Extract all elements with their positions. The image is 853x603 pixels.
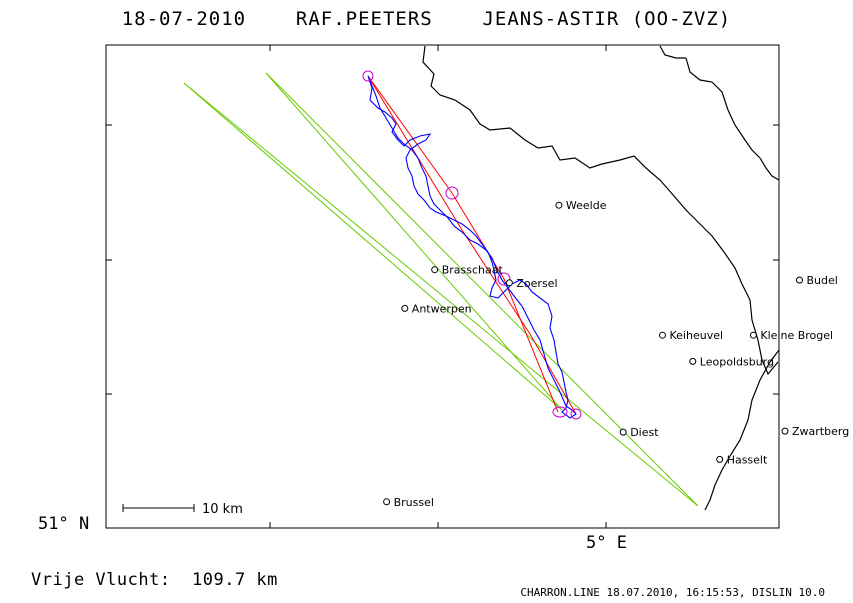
longitude-label: 5° E bbox=[586, 533, 627, 553]
flight-track bbox=[367, 75, 577, 419]
place-marker bbox=[505, 279, 513, 287]
place-marker bbox=[749, 331, 757, 339]
place-label: Antwerpen bbox=[412, 302, 472, 315]
place-label: Budel bbox=[807, 274, 838, 287]
scale-bar-label: 10 km bbox=[202, 502, 243, 517]
place-label: Weelde bbox=[566, 199, 607, 212]
place-marker bbox=[716, 455, 724, 463]
place-marker bbox=[689, 357, 697, 365]
software-footer: CHARRON.LINE 18.07.2010, 16:15:53, DISLI… bbox=[520, 586, 825, 599]
turnpoint-hasselt-ellipse bbox=[552, 406, 568, 418]
turnpoint-markers bbox=[362, 70, 582, 420]
place-label: Leopoldsburg bbox=[700, 355, 774, 368]
place-marker bbox=[383, 498, 391, 506]
place-markers: Weelde Brasschaat Zoersel Budel Antwerpen Kei… bbox=[383, 199, 849, 509]
place-marker bbox=[431, 266, 439, 274]
place-label: Diest bbox=[630, 426, 659, 439]
country-borders bbox=[422, 45, 780, 511]
place-label: Kleine Brogel bbox=[760, 329, 833, 342]
scale-bar bbox=[122, 504, 195, 512]
task-course-lines bbox=[367, 75, 577, 415]
place-label: Keiheuvel bbox=[670, 329, 724, 342]
place-marker bbox=[401, 304, 409, 312]
place-marker bbox=[796, 276, 803, 284]
place-marker bbox=[659, 331, 666, 339]
place-marker bbox=[781, 427, 789, 435]
turnpoint-weelde-circle bbox=[362, 70, 374, 82]
map-frame-border bbox=[105, 44, 780, 529]
turnpoint-2-circle bbox=[445, 186, 459, 200]
place-label: Brasschaat bbox=[442, 264, 504, 277]
place-marker bbox=[619, 428, 627, 436]
flight-title: 18-07-2010 RAF.PEETERS JEANS-ASTIR (OO-Z… bbox=[121, 8, 732, 30]
free-flight-distance: Vrije Vlucht: 109.7 km bbox=[31, 570, 278, 590]
place-marker bbox=[555, 201, 563, 209]
finish-circle bbox=[570, 408, 582, 420]
axis-ticks bbox=[106, 45, 779, 528]
place-label: Brussel bbox=[394, 496, 434, 509]
place-label: Hasselt bbox=[727, 453, 768, 466]
place-label: Zoersel bbox=[516, 277, 557, 290]
turnpoint-3-circle bbox=[497, 272, 511, 286]
task-sector-lines bbox=[183, 72, 699, 507]
place-label: Zwartberg bbox=[792, 425, 849, 438]
latitude-label: 51° N bbox=[38, 514, 90, 534]
